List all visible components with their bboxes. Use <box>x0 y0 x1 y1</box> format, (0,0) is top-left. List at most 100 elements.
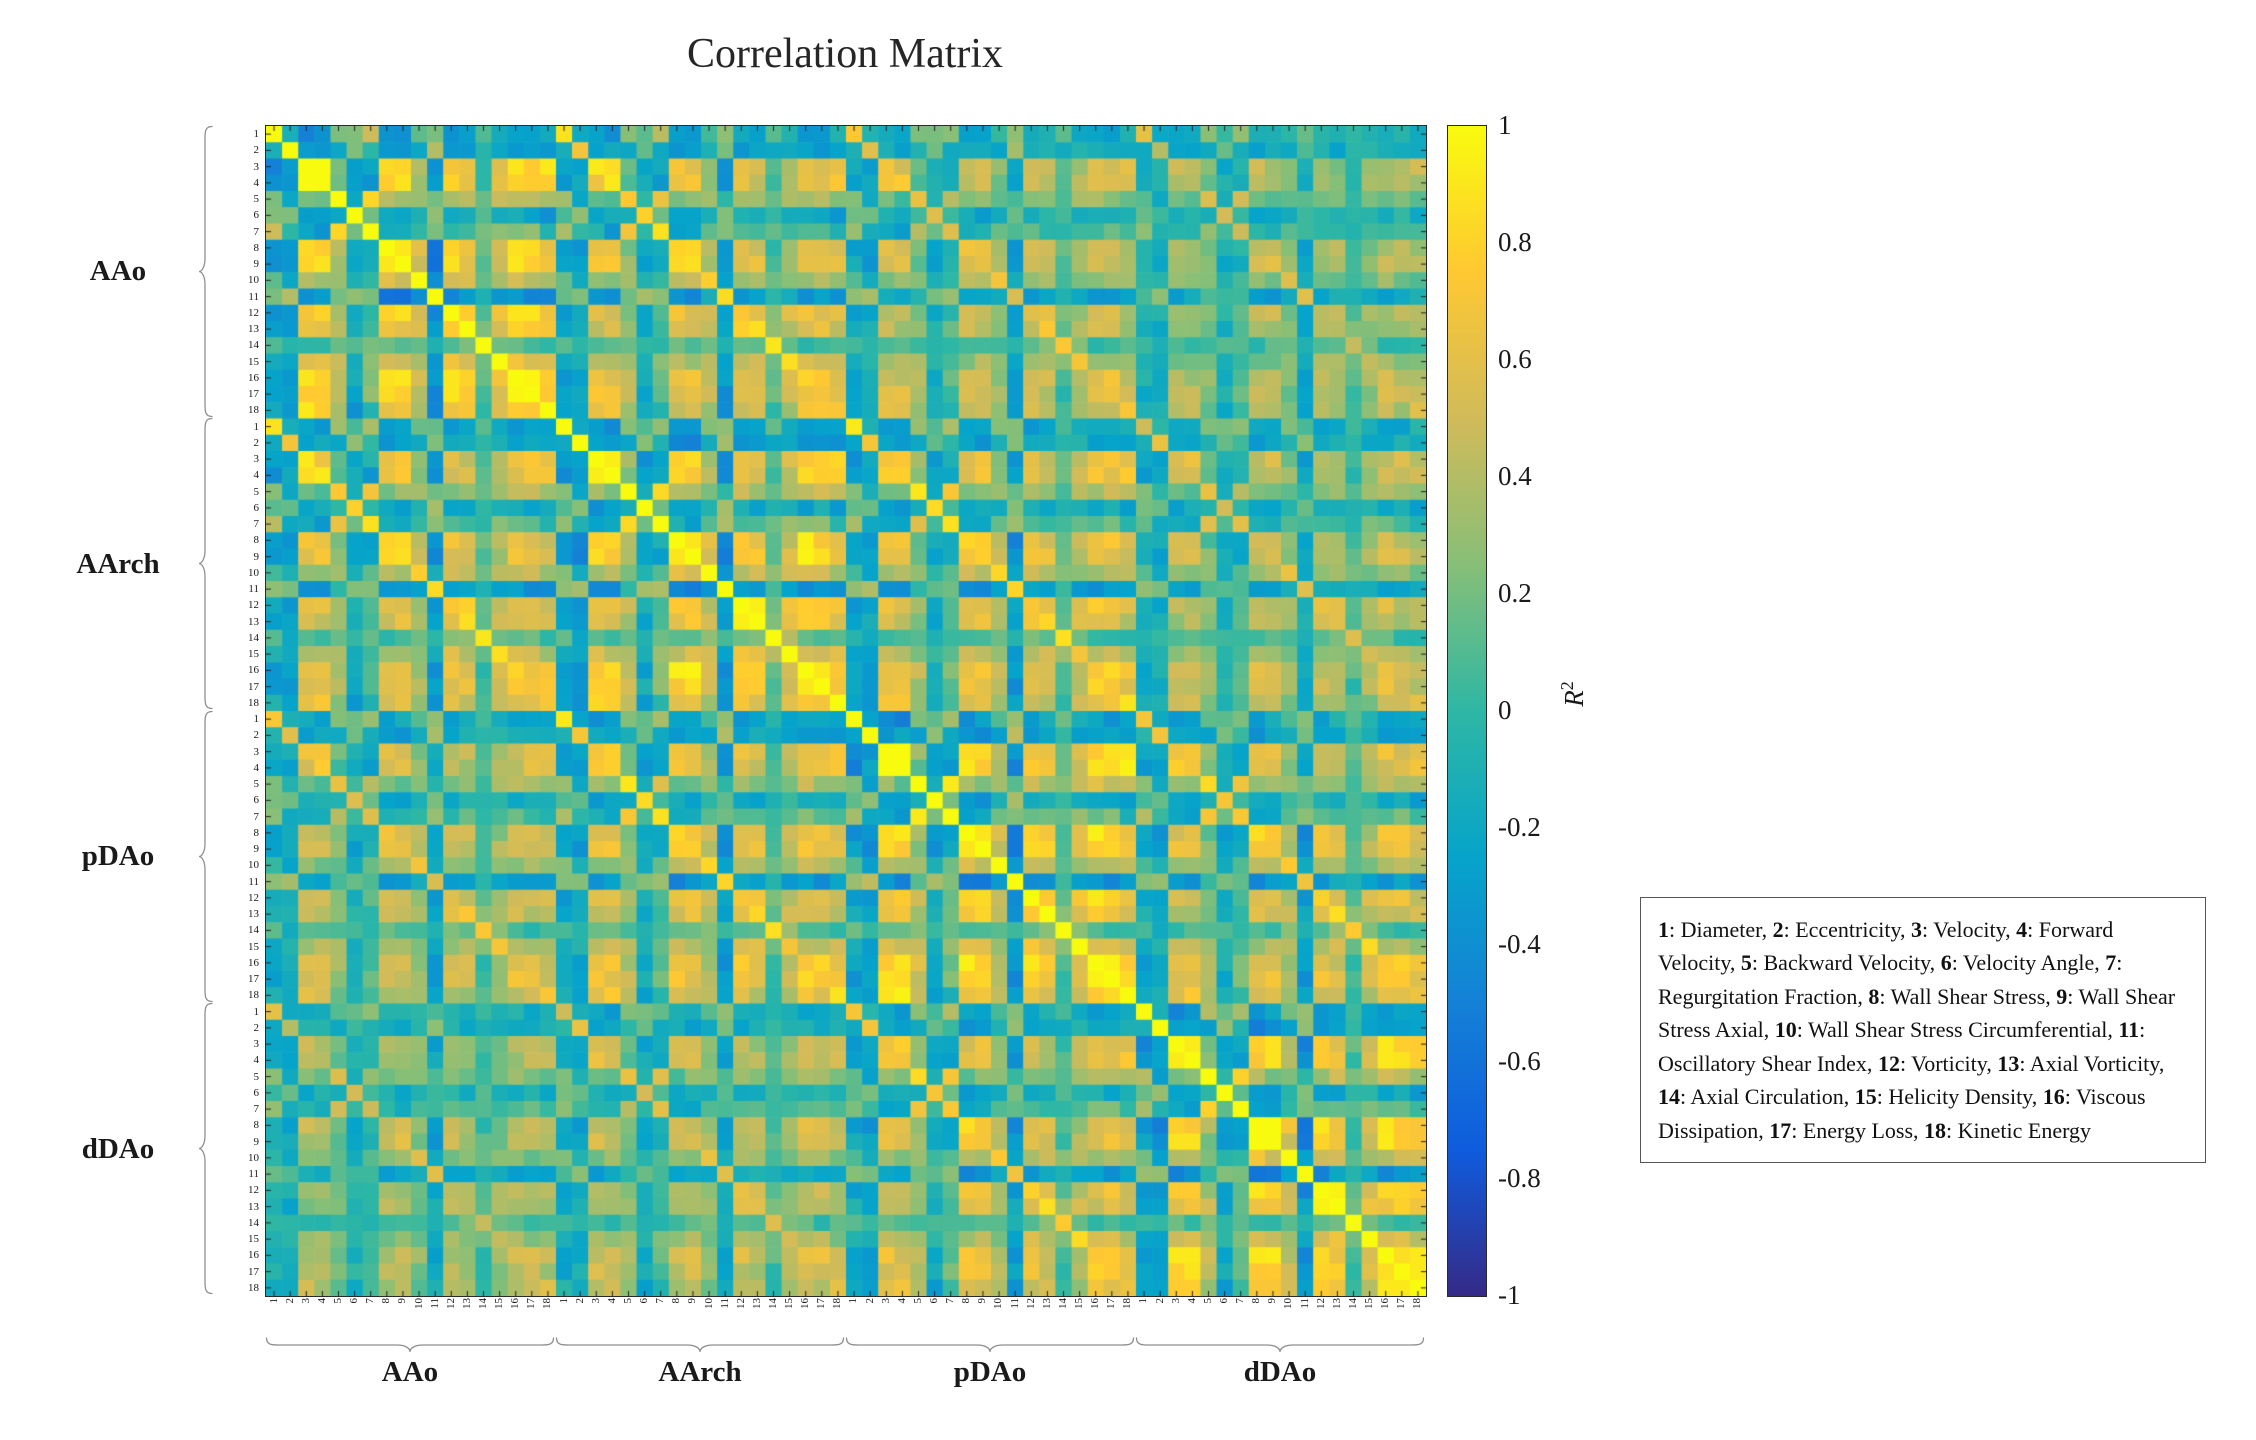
x-tick-label: 13 <box>1040 1298 1053 1309</box>
x-tick-label: 5 <box>911 1298 924 1304</box>
x-tick-label: 16 <box>509 1298 522 1309</box>
x-tick-label: 18 <box>1411 1298 1424 1309</box>
legend-item-number: 8 <box>1868 983 1880 1009</box>
colorbar-tick-label: 0.8 <box>1498 227 1532 257</box>
legend-item-number: 4 <box>2016 917 2028 942</box>
x-tick-label: 7 <box>1234 1298 1247 1304</box>
x-tick-label: 5 <box>331 1298 344 1304</box>
y-tick-label: 16 <box>248 956 259 969</box>
legend-item: 14: Axial Circulation, <box>1658 1084 1855 1110</box>
y-tick-label: 3 <box>253 160 260 173</box>
x-tick-label: 4 <box>315 1298 328 1304</box>
x-tick-label: 13 <box>1330 1298 1343 1309</box>
x-tick-label: 6 <box>638 1298 651 1304</box>
legend-item-number: 3 <box>1911 917 1923 942</box>
x-tick-label: 17 <box>815 1298 828 1309</box>
legend-item: 13: Axial Vorticity, <box>1997 1050 2165 1076</box>
colorbar-tick-label: 0.2 <box>1498 578 1532 608</box>
x-axis-tick-labels: 1 2 3 4 5 6 7 8 9 10 11 12 13 14 15 16 17 18 1 2 3 4 5 6 7 8 9 10 11… <box>266 1298 1426 1334</box>
y-tick-label: 9 <box>253 258 260 270</box>
y-tick-label: 17 <box>248 680 259 693</box>
x-tick-label: 12 <box>734 1298 747 1309</box>
legend-item: 3: Velocity, <box>1911 917 2017 942</box>
legend-item-number: 5 <box>1740 950 1752 976</box>
y-tick-label: 8 <box>253 826 260 839</box>
y-tick-label: 9 <box>253 1135 260 1148</box>
y-group-brace-aao <box>198 125 213 418</box>
x-tick-label: 8 <box>670 1298 683 1304</box>
x-tick-label: 4 <box>895 1298 908 1304</box>
x-tick-label: 1 <box>267 1298 280 1304</box>
y-tick-label: 16 <box>248 1249 259 1262</box>
y-tick-label: 14 <box>248 339 259 352</box>
legend-item-number: 16 <box>2042 1084 2065 1110</box>
legend-item: 15: Helicity Density, <box>1854 1084 2043 1110</box>
legend-item: 18: Kinetic Energy <box>1924 1117 2092 1143</box>
y-tick-label: 9 <box>253 550 260 563</box>
x-tick-label: 15 <box>783 1298 796 1309</box>
colorbar-tick-label: 1 <box>1498 110 1512 140</box>
y-tick-label: 4 <box>253 1054 260 1067</box>
legend-item-number: 12 <box>1877 1050 1900 1076</box>
x-tick-label: 7 <box>654 1298 667 1304</box>
y-group-brace-aarch <box>198 417 213 710</box>
x-tick-label: 11 <box>428 1298 441 1309</box>
y-tick-label: 17 <box>248 1265 259 1278</box>
legend-item: 6: Velocity Angle, <box>1940 950 2106 976</box>
y-tick-label: 10 <box>248 1151 259 1164</box>
x-tick-label: 9 <box>686 1298 699 1304</box>
x-tick-label: 15 <box>1362 1298 1375 1309</box>
y-tick-label: 1 <box>253 420 260 433</box>
x-tick-label: 5 <box>621 1298 634 1304</box>
x-tick-label: 17 <box>1395 1298 1408 1309</box>
x-tick-label: 16 <box>1379 1298 1392 1309</box>
x-tick-label: 14 <box>766 1298 779 1309</box>
legend-item-number: 15 <box>1854 1084 1877 1110</box>
y-tick-label: 18 <box>248 1281 259 1294</box>
y-group-label-pdao: pDAo <box>81 840 155 872</box>
x-tick-label: 3 <box>299 1298 312 1304</box>
y-group-label-aao: AAo <box>89 255 147 287</box>
legend-item: 8: Wall Shear Stress, <box>1868 983 2057 1009</box>
x-tick-label: 15 <box>493 1298 506 1309</box>
y-tick-label: 14 <box>248 631 259 644</box>
x-tick-label: 18 <box>541 1298 554 1309</box>
y-tick-label: 9 <box>253 843 260 855</box>
y-tick-label: 8 <box>253 1119 260 1132</box>
x-tick-label: 10 <box>702 1298 715 1309</box>
legend-item-number: 17 <box>1769 1117 1792 1143</box>
x-group-brace-ddao <box>1135 1337 1425 1353</box>
y-tick-label: 12 <box>248 599 259 612</box>
colorbar-axis-label: R2 <box>1556 681 1589 707</box>
y-tick-label: 5 <box>253 193 260 205</box>
y-tick-label: 7 <box>253 518 260 530</box>
x-tick-label: 6 <box>348 1298 361 1304</box>
y-tick-label: 5 <box>253 1070 260 1083</box>
legend-item-number: 9 <box>2056 983 2068 1009</box>
x-tick-label: 2 <box>573 1298 586 1304</box>
y-tick-label: 17 <box>248 388 259 400</box>
y-tick-label: 5 <box>253 778 260 790</box>
legend-item: 4: Forward Velocity, <box>1658 917 2114 976</box>
legend-item: 2: Eccentricity, <box>1772 917 1912 942</box>
legend-item-number: 1 <box>1658 917 1669 942</box>
y-tick-label: 3 <box>253 745 260 758</box>
legend-item-number: 7 <box>2105 950 2117 976</box>
y-tick-label: 6 <box>253 1086 260 1099</box>
y-tick-label: 7 <box>253 1103 260 1115</box>
x-tick-label: 17 <box>525 1298 538 1309</box>
y-tick-label: 4 <box>253 761 260 774</box>
x-tick-label: 13 <box>750 1298 763 1309</box>
colorbar-tick-label: -0.6 <box>1498 1046 1541 1076</box>
y-tick-label: 12 <box>248 1184 259 1197</box>
x-tick-label: 9 <box>396 1298 409 1304</box>
y-tick-label: 12 <box>248 306 259 319</box>
x-tick-label: 2 <box>863 1298 876 1304</box>
x-tick-label: 8 <box>380 1298 393 1304</box>
y-tick-label: 7 <box>253 225 260 238</box>
x-tick-label: 4 <box>605 1298 618 1304</box>
colorbar-tick-label: 0.4 <box>1498 461 1532 491</box>
colorbar <box>1447 125 1487 1297</box>
y-tick-label: 5 <box>253 485 260 498</box>
x-tick-label: 12 <box>1024 1298 1037 1309</box>
